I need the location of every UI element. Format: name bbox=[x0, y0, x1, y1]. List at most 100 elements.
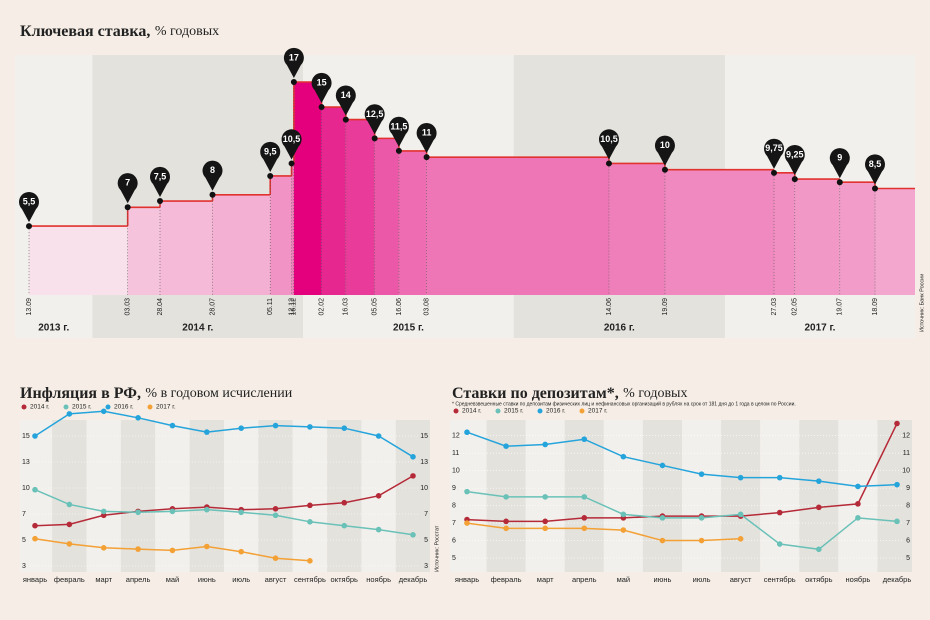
y-tick-label: 10 bbox=[22, 485, 30, 492]
pin bbox=[19, 191, 39, 223]
point bbox=[737, 474, 744, 481]
source: Источник: Росстат bbox=[434, 525, 440, 572]
pin bbox=[260, 141, 281, 172]
step-area bbox=[293, 82, 322, 295]
y-tick-label: 12 bbox=[452, 433, 460, 440]
point bbox=[542, 441, 548, 448]
value-label: 7 bbox=[125, 178, 130, 188]
month-band bbox=[760, 420, 800, 572]
month-band bbox=[20, 420, 53, 572]
month-band bbox=[450, 420, 487, 572]
step-area bbox=[159, 201, 213, 295]
date-label: 27.03 bbox=[771, 298, 778, 316]
pin bbox=[416, 123, 437, 154]
point bbox=[581, 525, 588, 532]
pin bbox=[335, 85, 356, 116]
x-tick-label: март bbox=[537, 575, 554, 584]
x-tick-label: июль bbox=[693, 575, 711, 584]
point bbox=[342, 116, 349, 123]
step-area bbox=[345, 119, 375, 296]
point bbox=[66, 521, 73, 528]
point bbox=[737, 511, 744, 518]
point bbox=[272, 422, 279, 429]
x-tick-label: октябрь bbox=[805, 575, 832, 584]
pin bbox=[117, 173, 138, 204]
y-tick-label: 9 bbox=[452, 485, 456, 492]
point bbox=[659, 515, 666, 521]
point bbox=[605, 160, 612, 167]
step-area bbox=[794, 179, 840, 295]
value-label: 7,5 bbox=[154, 171, 167, 181]
y-tick-label: 6 bbox=[906, 537, 910, 544]
month-band bbox=[292, 420, 328, 572]
legend-swatch bbox=[579, 408, 585, 414]
date-label: 02.02 bbox=[318, 298, 325, 316]
point bbox=[290, 79, 297, 85]
subtitle: % годовых bbox=[155, 24, 219, 39]
point bbox=[464, 429, 470, 436]
x-tick-label: август bbox=[265, 575, 287, 584]
point bbox=[135, 509, 141, 516]
pin bbox=[149, 166, 170, 198]
point bbox=[395, 147, 402, 154]
value-label: 10 bbox=[660, 140, 670, 150]
y-tick-label: 10 bbox=[420, 485, 428, 492]
date-label: 28.07 bbox=[209, 298, 216, 316]
point bbox=[503, 518, 509, 525]
point bbox=[307, 558, 313, 564]
legend-swatch bbox=[453, 408, 459, 414]
point bbox=[341, 425, 348, 432]
point bbox=[423, 154, 430, 161]
series-line bbox=[466, 490, 898, 551]
step-area bbox=[426, 157, 609, 295]
value-label: 12,5 bbox=[366, 109, 384, 119]
point bbox=[135, 415, 141, 421]
point bbox=[737, 536, 744, 542]
date-label: 18.09 bbox=[872, 298, 879, 316]
x-tick-label: февраль bbox=[491, 575, 522, 584]
x-tick-label: август bbox=[730, 575, 752, 584]
x-tick-label: апрель bbox=[572, 575, 597, 584]
point bbox=[272, 555, 279, 561]
point bbox=[771, 169, 778, 176]
month-band bbox=[224, 420, 259, 572]
y-tick-label: 7 bbox=[424, 511, 428, 518]
step-area bbox=[774, 172, 795, 295]
step-area bbox=[270, 175, 292, 295]
point bbox=[894, 420, 900, 427]
point bbox=[100, 408, 107, 415]
date-label: 19.09 bbox=[662, 298, 669, 316]
pin bbox=[281, 129, 302, 160]
point bbox=[542, 494, 548, 500]
point bbox=[66, 501, 73, 508]
point bbox=[238, 548, 244, 555]
step-area bbox=[374, 138, 399, 295]
value-label: 10,5 bbox=[283, 134, 301, 144]
pin bbox=[829, 148, 850, 179]
point bbox=[209, 191, 216, 198]
point bbox=[375, 526, 382, 533]
point bbox=[620, 453, 627, 460]
legend-swatch bbox=[537, 408, 543, 414]
x-tick-label: июнь bbox=[654, 575, 672, 584]
legend-label: 2015 г. bbox=[504, 408, 524, 415]
point bbox=[872, 185, 878, 192]
year-label: 2013 г. bbox=[38, 323, 69, 334]
point bbox=[204, 543, 210, 550]
y-tick-label: 6 bbox=[452, 537, 456, 544]
point bbox=[659, 537, 666, 544]
point bbox=[66, 411, 73, 417]
step-area bbox=[291, 163, 294, 295]
series-line bbox=[34, 475, 414, 527]
point bbox=[855, 483, 861, 490]
point bbox=[204, 506, 210, 513]
subtitle: % в годовом исчислении bbox=[145, 386, 292, 401]
point bbox=[791, 176, 798, 183]
point bbox=[503, 525, 509, 532]
value-label: 9,25 bbox=[786, 149, 804, 159]
date-label: 03.03 bbox=[125, 298, 132, 316]
legend-label: 2015 г. bbox=[72, 404, 92, 411]
point bbox=[124, 204, 131, 211]
month-band bbox=[642, 420, 682, 572]
